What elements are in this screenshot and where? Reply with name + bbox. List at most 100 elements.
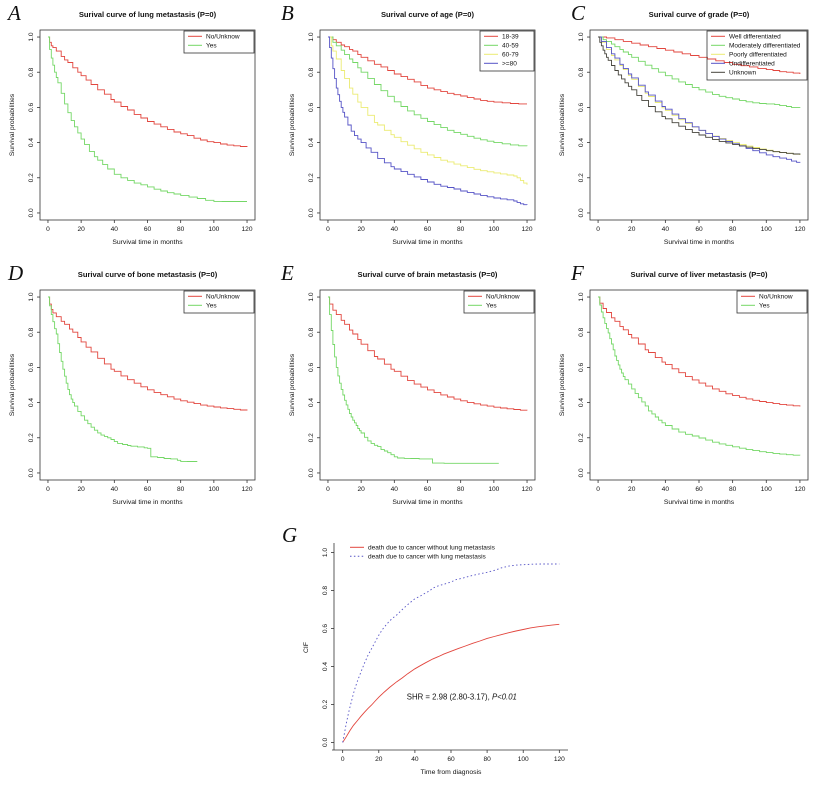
- plot-box: [589, 29, 809, 221]
- panel-letter-F: F: [570, 261, 584, 285]
- plot-box: [319, 29, 536, 221]
- series-B-60-79: [328, 36, 528, 185]
- y-axis-ticks: 0.0 0.2 0.4 0.6 0.8 1.0: [28, 32, 40, 218]
- legend-label-death-due-to-cancer-without-lung-metastasis: death due to cancer without lung metasta…: [368, 545, 496, 552]
- legend-label-yes: Yes: [206, 303, 217, 310]
- series-D-no-unknow: [48, 296, 248, 411]
- legend-label-unknown: Unknown: [729, 70, 756, 77]
- x-tick-label: 0: [46, 226, 50, 233]
- y-tick-label: 0.8: [308, 67, 315, 76]
- x-tick-label: 120: [522, 226, 533, 233]
- y-axis-label: Survival probabilities: [9, 353, 16, 416]
- x-tick-label: 40: [411, 756, 419, 763]
- x-tick-label: 0: [596, 226, 600, 233]
- legend-box: [706, 30, 808, 81]
- y-tick-label: 1.0: [578, 32, 585, 41]
- x-tick-label: 60: [424, 226, 432, 233]
- panel-F-chart: F Surival curve of liver metastasis (P=0)…: [559, 261, 809, 506]
- x-tick-label: 80: [457, 486, 465, 493]
- panel-C-title: Surival curve of grade (P=0): [649, 10, 750, 19]
- x-tick-label: 60: [447, 756, 455, 763]
- series-A-no-unknow: [48, 36, 248, 147]
- series-C-well-differentiated: [598, 36, 801, 74]
- y-tick-label: 0.8: [578, 327, 585, 336]
- plot-box: [319, 289, 536, 481]
- y-tick-label: 0.0: [308, 208, 315, 217]
- legend-box: [736, 290, 808, 314]
- y-tick-label: 0.4: [28, 398, 35, 407]
- series-G-death-due-to-cancer-with-lung-metastasis: [342, 563, 560, 743]
- y-tick-label: 0.2: [28, 433, 35, 442]
- series-C-unknown: [598, 36, 801, 155]
- y-tick-label: 1.0: [28, 32, 35, 41]
- legend-label-yes: Yes: [486, 303, 497, 310]
- series-B-18-39: [328, 36, 527, 105]
- panel-A-title: Surival curve of lung metastasis (P=0): [79, 10, 217, 19]
- y-axis-label: Survival probabilities: [289, 353, 296, 416]
- legend-label-no-unknow: No/Unknow: [486, 294, 520, 301]
- y-tick-label: 0.8: [322, 586, 329, 595]
- legend-B: 18-39 40-59 60-79 >=80: [479, 30, 535, 72]
- x-tick-label: 0: [326, 226, 330, 233]
- x-axis-ticks: 0 20 40 60 80 100 120: [341, 750, 565, 763]
- y-tick-label: 0.6: [578, 362, 585, 371]
- x-tick-label: 120: [554, 756, 565, 763]
- x-tick-label: 0: [596, 486, 600, 493]
- legend-box: [183, 30, 255, 54]
- y-axis-label: Survival probabilities: [9, 93, 16, 156]
- panel-G-chart: G 0 20 40 60 80 100 120 0.0 0.2 0.4 0.6 0.8 1.0 Time f…: [282, 523, 568, 776]
- x-axis-label: Time from diagnosis: [421, 769, 483, 776]
- series-G-death-due-to-cancer-without-lung-metastasis: [342, 623, 560, 743]
- x-tick-label: 0: [46, 486, 50, 493]
- y-tick-label: 0.2: [308, 433, 315, 442]
- panel-C-chart: C Surival curve of grade (P=0) 0 20 40 60 80 10…: [559, 1, 809, 246]
- panel-E-chart: E Surival curve of brain metastasis (P=0)…: [280, 261, 536, 506]
- x-axis-label: Survival time in months: [392, 499, 463, 506]
- y-tick-label: 0.6: [28, 102, 35, 111]
- x-tick-label: 80: [457, 226, 465, 233]
- y-tick-label: 0.6: [322, 624, 329, 633]
- x-tick-label: 120: [794, 486, 805, 493]
- y-tick-label: 0.6: [28, 362, 35, 371]
- series-B-80: [328, 36, 528, 206]
- y-tick-label: 0.4: [322, 662, 329, 671]
- x-tick-label: 20: [628, 226, 636, 233]
- x-tick-label: 100: [208, 486, 219, 493]
- x-tick-label: 80: [177, 486, 185, 493]
- legend-box: [479, 30, 535, 72]
- y-axis-label: CIF: [303, 642, 310, 653]
- y-tick-label: 0.4: [308, 138, 315, 147]
- panel-D-chart: D Surival curve of bone metastasis (P=0) 0…: [7, 261, 256, 506]
- x-axis-ticks: 0 20 40 60 80 100 120: [596, 480, 806, 493]
- x-tick-label: 60: [424, 486, 432, 493]
- legend-label-no-unknow: No/Unknow: [206, 294, 240, 301]
- x-tick-label: 120: [522, 486, 533, 493]
- y-tick-label: 0.0: [28, 468, 35, 477]
- panel-letter-D: D: [7, 261, 23, 285]
- plot-box: [39, 29, 256, 221]
- y-tick-label: 0.4: [28, 138, 35, 147]
- x-tick-label: 80: [729, 486, 737, 493]
- x-tick-label: 100: [208, 226, 219, 233]
- y-tick-label: 0.0: [28, 208, 35, 217]
- y-tick-label: 0.8: [308, 327, 315, 336]
- x-tick-label: 120: [794, 226, 805, 233]
- y-tick-label: 0.2: [322, 700, 329, 709]
- y-tick-label: 0.6: [308, 102, 315, 111]
- y-tick-label: 0.2: [308, 173, 315, 182]
- plot-box: [39, 289, 256, 481]
- y-tick-label: 0.4: [578, 138, 585, 147]
- y-tick-label: 0.2: [578, 433, 585, 442]
- y-tick-label: 0.6: [578, 102, 585, 111]
- y-tick-label: 0.2: [578, 173, 585, 182]
- y-axis-label: Survival probabilities: [559, 353, 566, 416]
- legend-label-40-59: 40-59: [502, 43, 519, 50]
- panel-letter-G: G: [282, 523, 297, 547]
- legend-G: death due to cancer without lung metasta…: [350, 545, 496, 561]
- legend-box: [183, 290, 255, 314]
- legend-box: [463, 290, 535, 314]
- legend-E: No/Unknow Yes: [463, 290, 535, 314]
- x-tick-label: 20: [77, 486, 85, 493]
- y-tick-label: 0.2: [28, 173, 35, 182]
